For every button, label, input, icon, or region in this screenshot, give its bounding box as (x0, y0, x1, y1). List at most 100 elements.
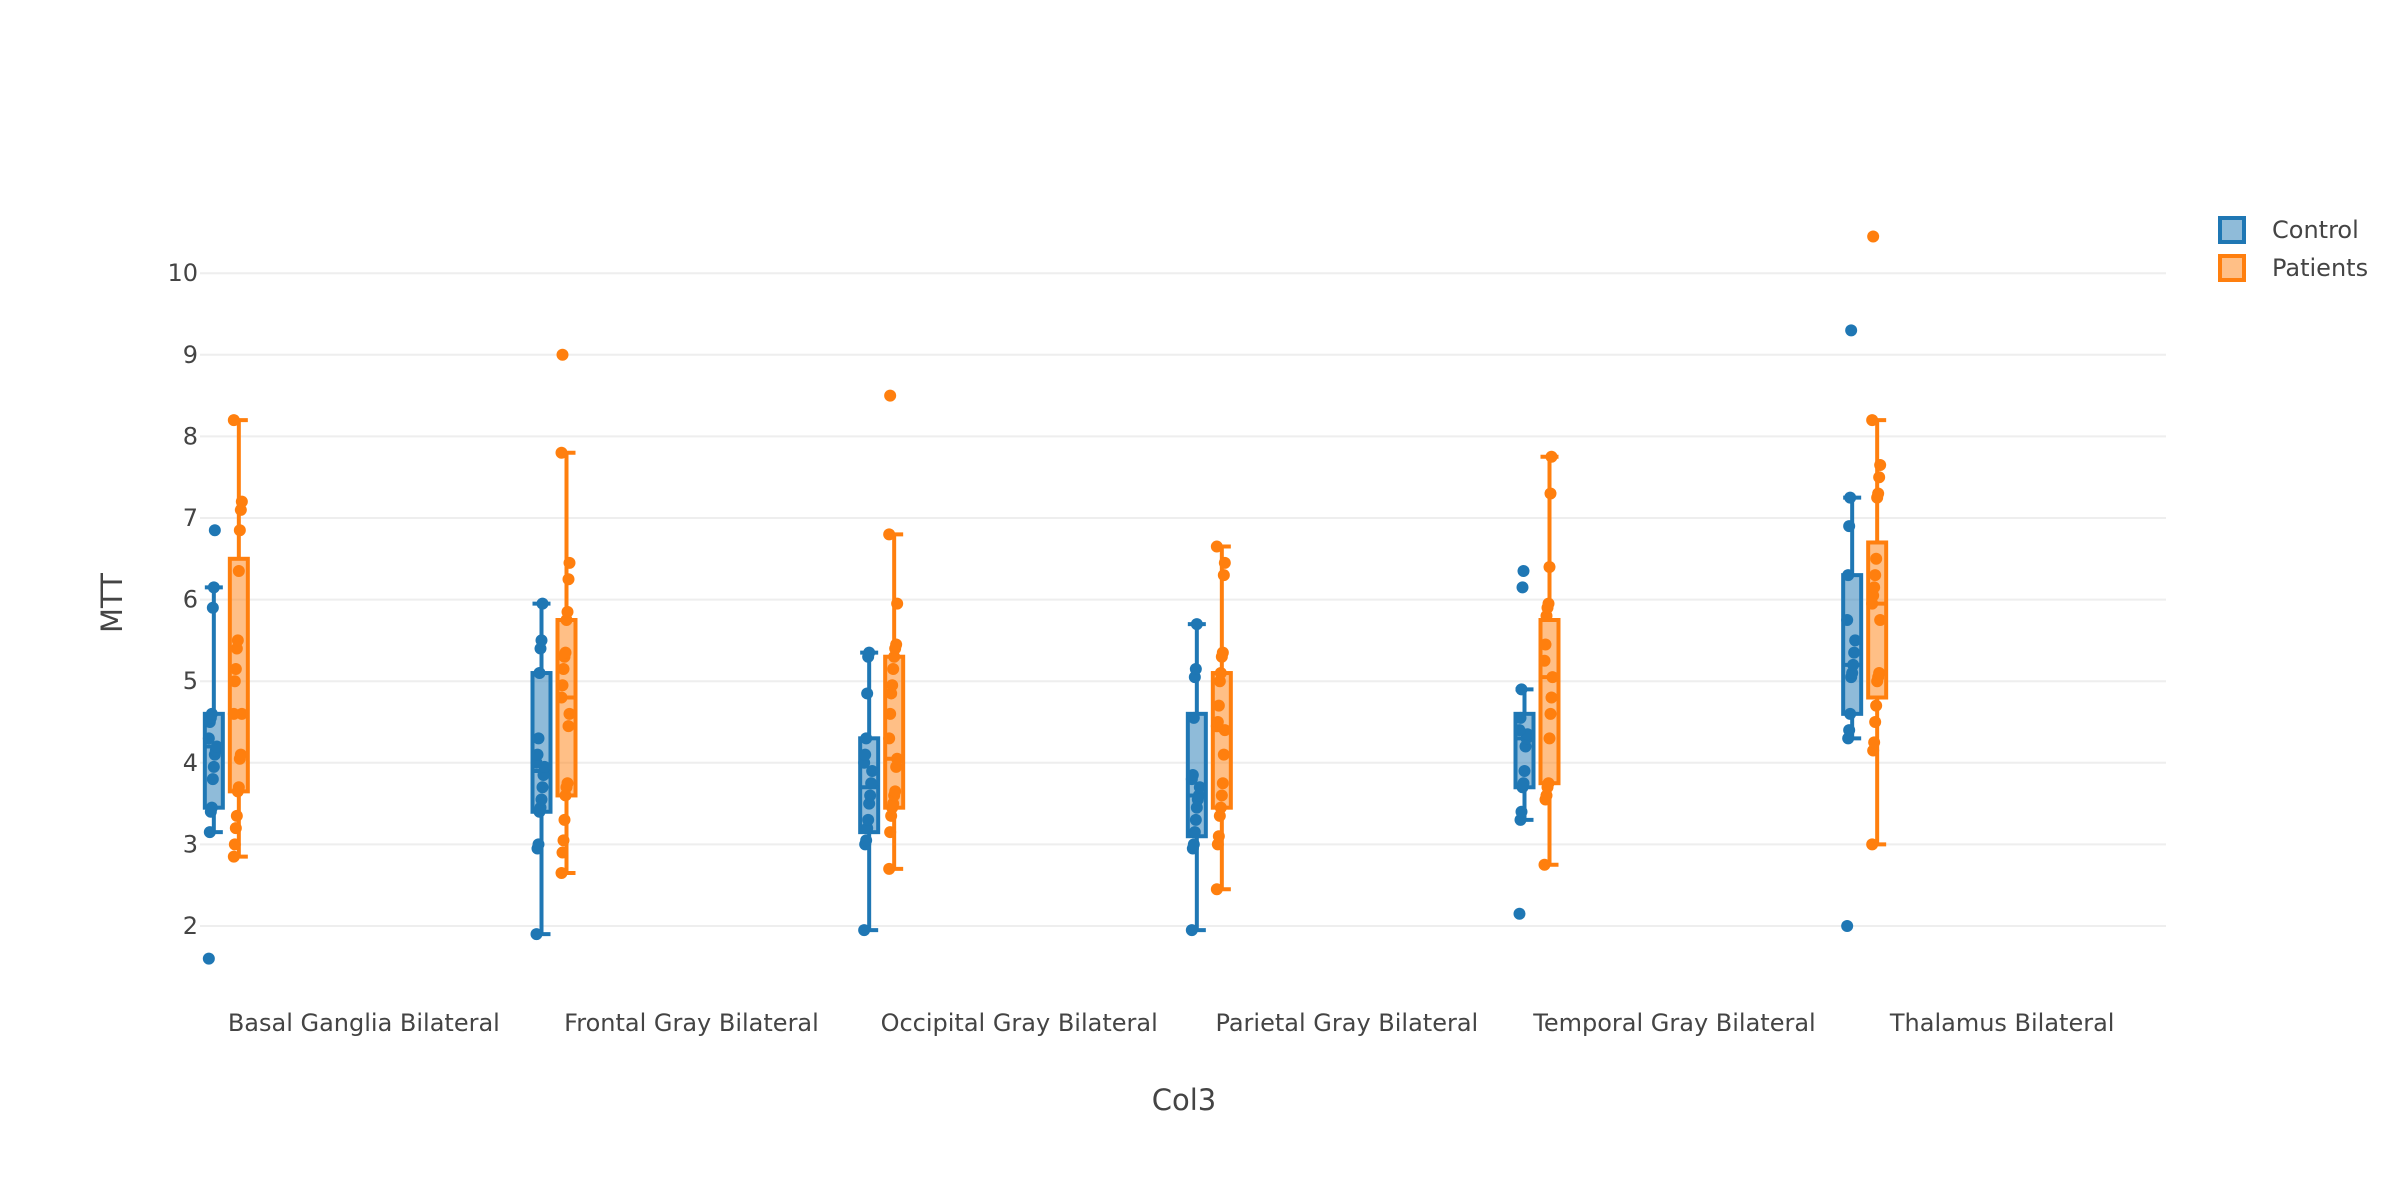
data-point (1538, 654, 1551, 667)
gridlines (200, 272, 2166, 927)
legend-item-control: Control (2218, 216, 2359, 244)
data-point (533, 667, 546, 680)
x-tick-label: Temporal Gray Bilateral (1532, 1009, 1815, 1037)
data-point (207, 760, 220, 773)
box-patients (555, 348, 578, 879)
data-point (891, 752, 904, 765)
data-point (1189, 813, 1202, 826)
data-point (1212, 699, 1225, 712)
data-point (1841, 614, 1854, 626)
data-point (555, 446, 568, 459)
data-point (860, 732, 873, 745)
data-point (202, 732, 215, 745)
data-point (1187, 711, 1200, 724)
data-point (1516, 581, 1529, 594)
data-point (1214, 801, 1227, 814)
x-tick-label: Parietal Gray Bilateral (1215, 1009, 1478, 1037)
y-tick-label: 2 (183, 912, 198, 940)
data-point (230, 809, 243, 822)
data-point (535, 634, 548, 647)
data-point (1844, 491, 1857, 504)
data-point (228, 675, 241, 688)
data-point (531, 748, 544, 761)
legend-label: Control (2272, 216, 2359, 244)
data-point (1542, 597, 1555, 610)
data-point (859, 748, 872, 761)
data-point (563, 707, 576, 720)
data-point (1866, 838, 1879, 851)
legend-label: Patients (2272, 254, 2368, 282)
data-point (1210, 540, 1223, 553)
data-point (865, 777, 878, 790)
box-patients (883, 389, 906, 875)
data-point (558, 813, 571, 826)
data-point (1873, 667, 1886, 680)
data-point (884, 826, 897, 839)
data-point (536, 597, 549, 610)
series-patients (227, 230, 1889, 896)
data-point (1216, 777, 1229, 790)
data-point (1215, 789, 1228, 802)
data-point (1187, 838, 1200, 851)
data-point (232, 565, 245, 578)
data-point (555, 691, 568, 704)
data-point (555, 866, 568, 879)
data-point (535, 793, 548, 806)
data-point (1217, 569, 1230, 582)
data-point (1841, 920, 1854, 932)
x-axis-ticks: Basal Ganglia Bilateral Frontal Gray Bila… (228, 1009, 2115, 1037)
data-point (1188, 826, 1201, 839)
data-point (1544, 487, 1557, 500)
x-tick-label: Thalamus Bilateral (1889, 1009, 2115, 1037)
data-point (1845, 324, 1858, 337)
data-point (1874, 614, 1887, 626)
data-point (1546, 671, 1559, 684)
x-tick-label: Occipital Gray Bilateral (881, 1009, 1158, 1037)
data-point (208, 524, 221, 537)
data-point (1868, 736, 1881, 749)
data-point (863, 646, 876, 659)
data-point (234, 748, 247, 761)
data-point (1545, 691, 1558, 704)
data-point (1543, 732, 1556, 745)
y-tick-label: 6 (183, 586, 198, 614)
y-tick-label: 7 (183, 504, 198, 532)
data-point (1210, 883, 1223, 896)
data-point (532, 838, 545, 851)
data-point (532, 732, 545, 745)
data-point (227, 414, 240, 427)
x-tick-label: Frontal Gray Bilateral (564, 1009, 819, 1037)
legend-item-patients: Patients (2218, 254, 2368, 282)
data-point (556, 348, 569, 361)
data-point (562, 573, 575, 586)
data-point (1514, 711, 1527, 724)
data-point (1849, 634, 1862, 647)
data-point (1848, 646, 1861, 659)
box-control (1841, 324, 1864, 932)
data-point (1544, 707, 1557, 720)
data-point (1866, 414, 1879, 427)
legend-swatch (2218, 216, 2246, 244)
y-tick-label: 5 (183, 667, 198, 695)
box-control (858, 646, 881, 937)
data-point (1844, 707, 1857, 720)
data-point (227, 850, 240, 863)
data-point (884, 707, 897, 720)
data-point (1869, 569, 1882, 582)
box-control (530, 597, 553, 941)
data-point (1518, 764, 1531, 777)
data-point (1543, 560, 1556, 573)
data-point (1872, 487, 1885, 500)
data-point (203, 826, 216, 839)
data-point (561, 777, 574, 790)
data-point (883, 528, 896, 541)
data-point (866, 764, 879, 777)
box-patients (1866, 230, 1889, 851)
data-point (205, 707, 218, 720)
data-point (229, 822, 242, 835)
box-control (202, 524, 225, 965)
box-patients (1210, 540, 1233, 896)
data-point (1218, 556, 1231, 569)
box-patients (227, 414, 250, 863)
data-point (1843, 724, 1856, 737)
